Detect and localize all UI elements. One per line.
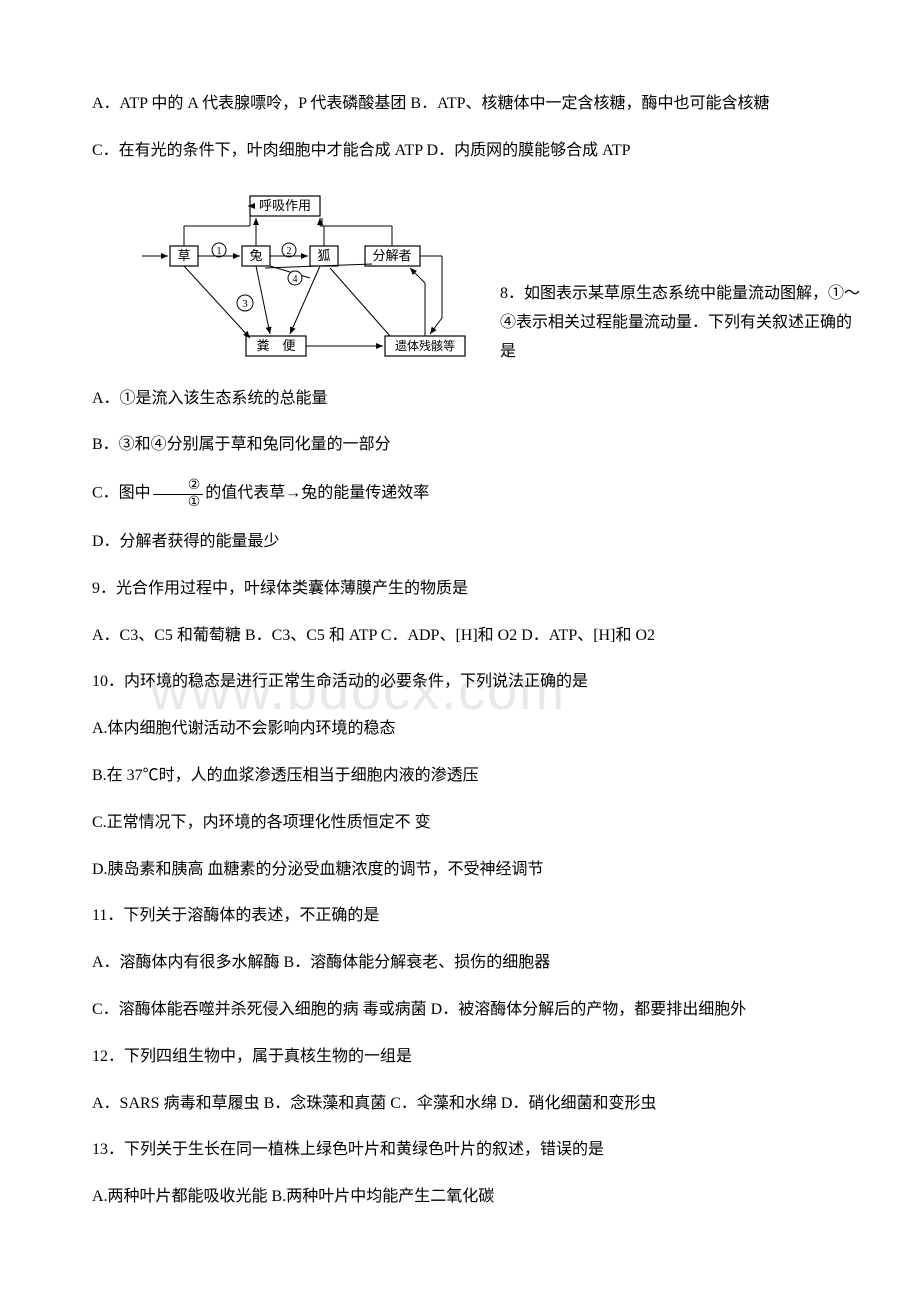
q8-c-post: 的值代表草→兔的能量传递效率 — [205, 485, 429, 502]
q8-fraction: ②① — [153, 478, 204, 510]
q8-c-pre: C．图中 — [92, 485, 151, 502]
svg-text:分解者: 分解者 — [372, 248, 411, 263]
svg-text:3: 3 — [242, 298, 248, 310]
q8-frac-num: ② — [153, 478, 204, 494]
q8-stem-inline: 8．如图表示某草原生态系统中能量流动图解，①～④表示相关过程能量流动量．下列有关… — [500, 280, 860, 366]
q9-opts: A．C3、C5 和葡萄糖 B．C3、C5 和 ATP C．ADP、[H]和 O2… — [60, 622, 860, 651]
q13-opts: A.两种叶片都能吸收光能 B.两种叶片中均能产生二氧化碳 — [60, 1183, 860, 1212]
ecosystem-diagram: 呼吸作用 草 兔 狐 分解者 粪 便 遗体残骸等 3 — [120, 188, 500, 363]
q10-d: D.胰岛素和胰高 血糖素的分泌受血糖浓度的调节，不受神经调节 — [60, 856, 860, 885]
q11-line1: A．溶酶体内有很多水解酶 B．溶酶体能分解衰老、损伤的细胞器 — [60, 949, 860, 978]
q10-c: C.正常情况下，内环境的各项理化性质恒定不 变 — [60, 809, 860, 838]
q8-opt-d: D．分解者获得的能量最少 — [60, 528, 860, 557]
svg-text:呼吸作用: 呼吸作用 — [259, 198, 311, 213]
svg-text:草: 草 — [177, 248, 190, 263]
q12-opts: A．SARS 病毒和草履虫 B．念珠藻和真菌 C．伞藻和水绵 D．硝化细菌和变形… — [60, 1090, 860, 1119]
q10-b: B.在 37℃时，人的血浆渗透压相当于细胞内液的渗透压 — [60, 762, 860, 791]
svg-text:粪 便: 粪 便 — [256, 338, 295, 353]
q7-line1: A．ATP 中的 A 代表腺嘌呤，P 代表磷酸基团 B．ATP、核糖体中一定含核… — [60, 90, 860, 119]
svg-text:4: 4 — [293, 274, 298, 285]
q13-stem: 13．下列关于生长在同一植株上绿色叶片和黄绿色叶片的叙述，错误的是 — [60, 1136, 860, 1165]
q7-line2: C．在有光的条件下，叶肉细胞中才能合成 ATP D．内质网的膜能够合成 ATP — [60, 137, 860, 166]
q8-opt-a: A．①是流入该生态系统的总能量 — [60, 385, 860, 414]
svg-text:1: 1 — [217, 246, 222, 257]
q8-frac-den: ① — [153, 495, 204, 510]
q12-stem: 12．下列四组生物中，属于真核生物的一组是 — [60, 1043, 860, 1072]
svg-text:遗体残骸等: 遗体残骸等 — [395, 339, 455, 353]
svg-text:2: 2 — [287, 246, 292, 257]
q11-line2: C．溶酶体能吞噬并杀死侵入细胞的病 毒或病菌 D．被溶酶体分解后的产物，都要排出… — [60, 996, 860, 1025]
q8-opt-b: B．③和④分别属于草和兔同化量的一部分 — [60, 431, 860, 460]
q8-opt-c: C．图中②①的值代表草→兔的能量传递效率 — [60, 478, 860, 510]
q8-row: 呼吸作用 草 兔 狐 分解者 粪 便 遗体残骸等 3 — [60, 184, 860, 367]
q10-stem: 10．内环境的稳态是进行正常生命活动的必要条件，下列说法正确的是 — [60, 668, 860, 697]
q10-a: A.体内细胞代谢活动不会影响内环境的稳态 — [60, 715, 860, 744]
svg-text:狐: 狐 — [317, 248, 330, 263]
q9-stem: 9．光合作用过程中，叶绿体类囊体薄膜产生的物质是 — [60, 575, 860, 604]
svg-text:兔: 兔 — [249, 248, 262, 263]
q11-stem: 11．下列关于溶酶体的表述，不正确的是 — [60, 902, 860, 931]
